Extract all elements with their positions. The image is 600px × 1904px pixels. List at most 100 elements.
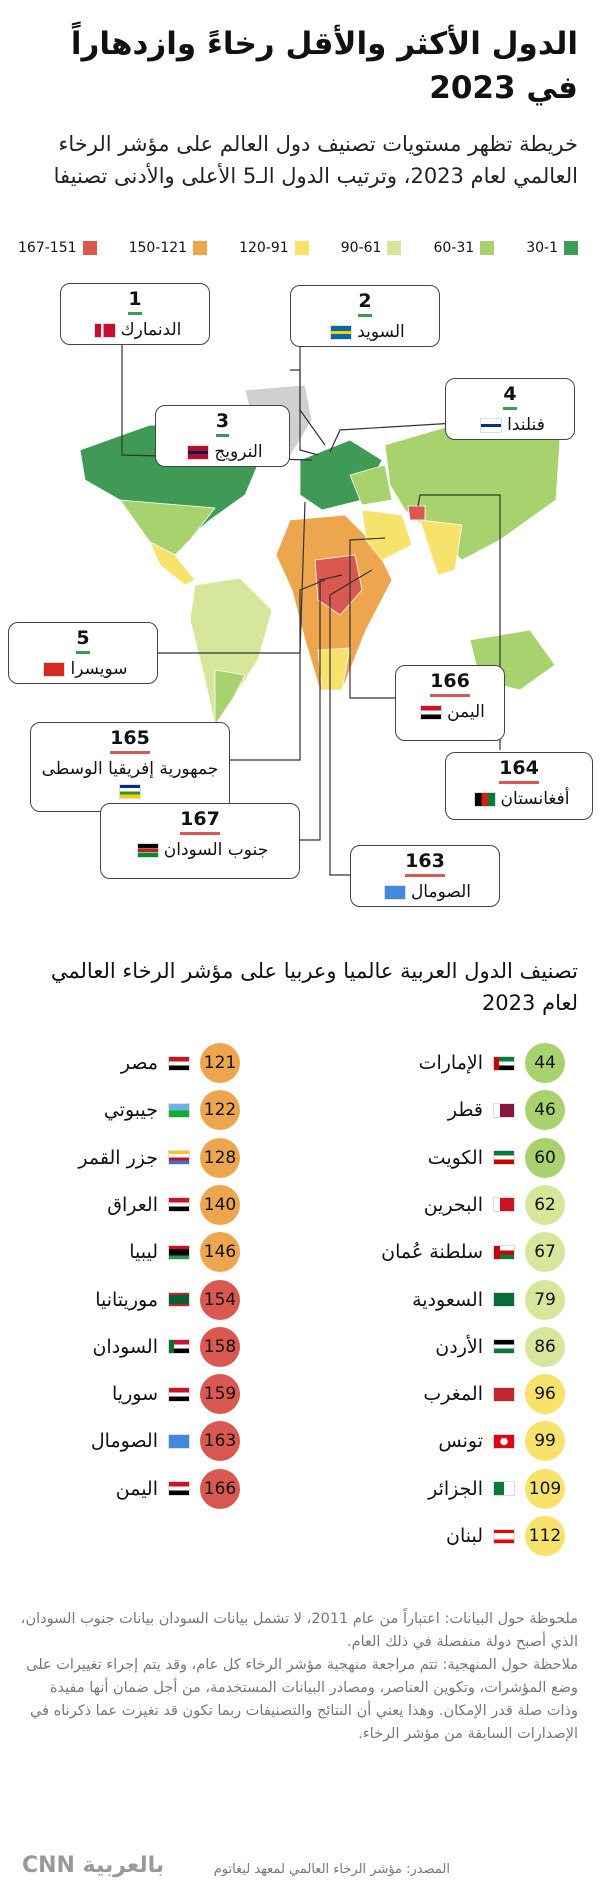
- connector: [417, 494, 501, 750]
- flag: [168, 1244, 190, 1260]
- callout-country: جنوب السودان: [107, 839, 293, 861]
- legend-item: 60-31: [433, 240, 495, 256]
- ranking-row: 86 الأردن: [350, 1326, 565, 1367]
- country-name: السودان: [92, 1335, 158, 1358]
- rank-circle: 44: [525, 1043, 565, 1083]
- legend-label: 60-31: [433, 240, 475, 256]
- afghanistan: [407, 505, 426, 521]
- country-name: الصومال: [410, 882, 472, 902]
- flag: [493, 1433, 515, 1449]
- ranking-row: 112 لبنان: [350, 1516, 565, 1556]
- country-name: أفغانستان: [500, 789, 570, 809]
- country-name: جزر القمر: [78, 1146, 158, 1169]
- country-name: قطر: [447, 1099, 483, 1122]
- flag: [93, 322, 116, 338]
- callout: 1 الدنمارك: [60, 283, 210, 345]
- flag: [330, 324, 353, 340]
- flag: [136, 842, 159, 858]
- ranking-row: 163 الصومال: [20, 1421, 240, 1462]
- callout: 2 السويد: [290, 285, 440, 347]
- callout-rank: 4: [503, 383, 517, 410]
- south-asia: [419, 519, 463, 576]
- callout-rank: 5: [76, 627, 90, 654]
- callout-rank: 3: [215, 410, 230, 437]
- callout: 163 الصومال: [350, 845, 500, 907]
- ranking-row: 96 المغرب: [350, 1374, 565, 1415]
- rank-circle: 86: [525, 1326, 565, 1367]
- legend-label: 150-121: [128, 240, 188, 256]
- rank-circle: 67: [525, 1232, 565, 1273]
- flag: [420, 704, 443, 720]
- callout-country: السويد: [297, 321, 433, 343]
- country-name: اليمن: [447, 702, 485, 722]
- country-name: المغرب: [423, 1383, 483, 1406]
- source: المصدر: مؤشر الرخاء العالمي لمعهد ليغاتو…: [213, 1862, 450, 1877]
- flag: [168, 1433, 190, 1449]
- africa-south: [317, 647, 351, 691]
- flag: [493, 1528, 515, 1544]
- connector: [349, 537, 395, 699]
- east-europe: [349, 464, 393, 506]
- connector: [329, 569, 373, 876]
- country-name: ليبيا: [129, 1241, 158, 1264]
- ranking-row: 166 اليمن: [20, 1468, 240, 1509]
- flag: [168, 1386, 190, 1402]
- flag: [493, 1244, 515, 1260]
- legend-item: 30-1: [526, 240, 578, 256]
- callout-country: سويسرا: [15, 658, 151, 680]
- country-name: جنوب السودان: [163, 840, 269, 860]
- country-name: العراق: [107, 1193, 158, 1216]
- ranking-row: 46 قطر: [350, 1090, 565, 1131]
- rank-circle: 109: [525, 1468, 565, 1509]
- continents: [79, 384, 561, 727]
- south-america: [189, 577, 273, 726]
- note: ملحوظة حول البيانات: اعتباراً من عام 201…: [20, 1611, 578, 1650]
- ranking-row: 122 جيبوتي: [20, 1090, 240, 1131]
- country-name: سويسرا: [70, 659, 128, 679]
- country-name: الكويت: [427, 1146, 483, 1169]
- country-name: جمهورية إفريقيا الوسطى: [41, 759, 219, 779]
- callout-rank: 163: [405, 850, 445, 877]
- country-name: الدنمارك: [120, 320, 182, 340]
- central-america: [149, 541, 196, 586]
- callout-rank: 165: [110, 727, 150, 754]
- callout-rank: 167: [180, 808, 220, 835]
- rank-circle: 46: [525, 1090, 565, 1131]
- country-name: الأردن: [435, 1335, 483, 1358]
- callout: 164 أفغانستان: [445, 752, 593, 820]
- callout-rank: 1: [128, 288, 142, 315]
- rank-circle: 140: [200, 1184, 240, 1225]
- flag: [43, 661, 66, 677]
- rank-circle: 166: [200, 1468, 240, 1509]
- country-name: لبنان: [446, 1525, 483, 1547]
- country-name: جيبوتي: [103, 1099, 158, 1122]
- rank-circle: 146: [200, 1232, 240, 1273]
- country-name: فنلندا: [507, 415, 545, 435]
- legend-item: 167-151: [18, 240, 97, 256]
- country-name: الإمارات: [418, 1052, 483, 1074]
- legend-swatch: [294, 241, 309, 255]
- ranking-row: 67 سلطنة عُمان: [350, 1232, 565, 1273]
- callout-rank: 2: [358, 290, 372, 317]
- usa: [119, 499, 216, 556]
- country-name: اليمن: [115, 1477, 158, 1500]
- connector: [300, 574, 343, 841]
- flag: [493, 1102, 515, 1118]
- flag: [493, 1386, 515, 1402]
- section-title: تصنيف الدول العربية عالميا وعربيا على مؤ…: [50, 959, 578, 1015]
- flag: [493, 1481, 515, 1497]
- callout: 165 جمهورية إفريقيا الوسطى: [30, 722, 230, 812]
- callout: 3 النرويج: [155, 405, 290, 467]
- rank-circle: 154: [200, 1279, 240, 1320]
- flag: [168, 1339, 190, 1355]
- callout-country: فنلندا: [452, 414, 568, 436]
- legend-swatch: [387, 241, 402, 255]
- callout: 4 فنلندا: [445, 378, 575, 440]
- country-name: السعودية: [412, 1288, 483, 1311]
- subtitle: خريطة تظهر مستويات تصنيف دول العالم على …: [53, 132, 578, 188]
- callout-country: الدنمارك: [67, 319, 203, 341]
- flag: [383, 884, 406, 900]
- callout-country: جمهورية إفريقيا الوسطى: [37, 758, 223, 802]
- rank-circle: 62: [525, 1184, 565, 1225]
